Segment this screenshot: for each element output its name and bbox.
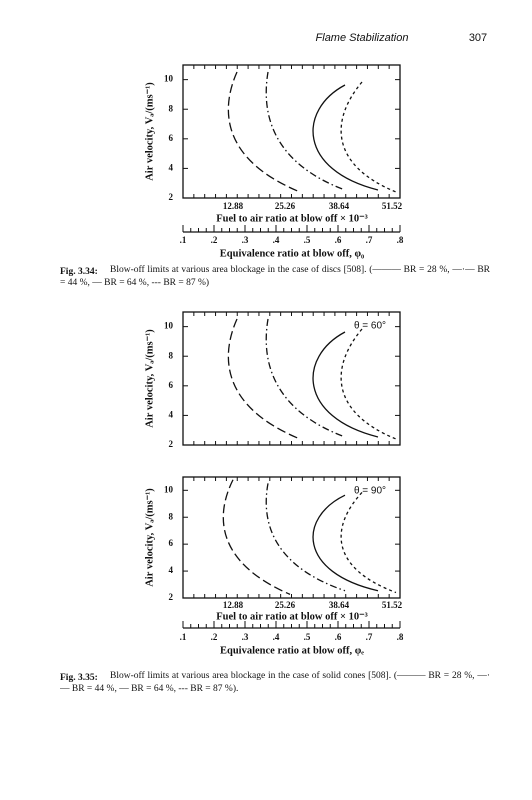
- caption: Blow-off limits at various area blockage…: [60, 671, 490, 694]
- caption-box: Blow-off limits at various area blockage…: [60, 265, 490, 288]
- blowoff-curve: [313, 85, 378, 190]
- caption-label: Fig. 3.35:: [60, 673, 98, 683]
- y-tick-label: 2: [169, 439, 174, 449]
- blowoff-curve: [266, 319, 345, 437]
- x-tick-label: 25.26: [275, 600, 296, 610]
- page-number: 307: [469, 32, 487, 44]
- x2-tick-label: .4: [273, 235, 280, 245]
- blowoff-curve: [266, 483, 345, 590]
- x-tick-label: 51.52: [382, 201, 403, 211]
- x2-tick-label: .6: [335, 235, 342, 245]
- x2-tick-label: .1: [180, 235, 187, 245]
- blowoff-curve: [341, 82, 396, 192]
- x2-tick-label: .5: [304, 632, 311, 642]
- x2-tick-label: .6: [335, 632, 342, 642]
- x2-tick-label: .8: [397, 235, 404, 245]
- running-head: Flame Stabilization: [316, 32, 409, 44]
- y-tick-label: 6: [169, 133, 174, 143]
- x-tick-label: 25.26: [275, 201, 296, 211]
- x2-tick-label: .4: [273, 632, 280, 642]
- x-tick-label: 51.52: [382, 600, 403, 610]
- y-tick-label: 8: [169, 103, 174, 113]
- caption-box: Blow-off limits at various area blockage…: [60, 671, 490, 694]
- panel-annotation: θ = 90°: [354, 486, 386, 497]
- x-tick-label: 38.64: [329, 600, 350, 610]
- y-tick-label: 4: [169, 565, 174, 575]
- y-axis-label: Air velocity, Vₐ/(ms⁻¹): [144, 488, 155, 587]
- x-tick-label: 12.88: [223, 201, 244, 211]
- y-tick-label: 2: [169, 592, 174, 602]
- x2-tick-label: .2: [211, 235, 218, 245]
- blowoff-curve: [228, 319, 300, 439]
- x2-tick-label: .8: [397, 632, 404, 642]
- x2-axis-label: Equivalence ratio at blow off, φ₀: [220, 248, 364, 259]
- y-tick-label: 10: [164, 321, 174, 331]
- blowoff-curve: [341, 492, 396, 592]
- caption-label: Fig. 3.34:: [60, 267, 98, 277]
- y-tick-label: 10: [164, 484, 174, 494]
- y-axis-label: Air velocity, Vₐ/(ms⁻¹): [144, 82, 155, 181]
- x2-tick-label: .7: [366, 235, 373, 245]
- y-tick-label: 2: [169, 192, 174, 202]
- y-tick-label: 6: [169, 538, 174, 548]
- panel-annotation: θ = 60°: [354, 321, 386, 332]
- blowoff-curve: [313, 332, 378, 437]
- x2-tick-label: .7: [366, 632, 373, 642]
- x-axis-label: Fuel to air ratio at blow off × 10⁻³: [216, 611, 368, 622]
- blowoff-curve: [228, 72, 300, 192]
- blowoff-curve: [223, 480, 290, 595]
- x-tick-label: 12.88: [223, 600, 244, 610]
- x2-tick-label: .1: [180, 632, 187, 642]
- plot-frame: [182, 311, 401, 446]
- x-tick-label: 38.64: [329, 201, 350, 211]
- y-tick-label: 10: [164, 74, 174, 84]
- y-tick-label: 8: [169, 511, 174, 521]
- y-tick-label: 8: [169, 350, 174, 360]
- x-axis-label: Fuel to air ratio at blow off × 10⁻³: [216, 213, 368, 224]
- blowoff-curve: [266, 72, 345, 190]
- x2-tick-label: .3: [242, 632, 249, 642]
- y-tick-label: 4: [169, 409, 174, 419]
- y-axis-label: Air velocity, Vₐ/(ms⁻¹): [144, 329, 155, 428]
- x2-tick-label: .2: [211, 632, 218, 642]
- y-tick-label: 4: [169, 162, 174, 172]
- plot-frame: [182, 64, 401, 199]
- blowoff-curve: [313, 495, 378, 591]
- x2-tick-label: .3: [242, 235, 249, 245]
- x2-axis-label: Equivalence ratio at blow off, φₑ: [220, 645, 364, 656]
- y-tick-label: 6: [169, 380, 174, 390]
- caption: Blow-off limits at various area blockage…: [60, 265, 490, 288]
- blowoff-curve: [341, 329, 396, 439]
- x2-tick-label: .5: [304, 235, 311, 245]
